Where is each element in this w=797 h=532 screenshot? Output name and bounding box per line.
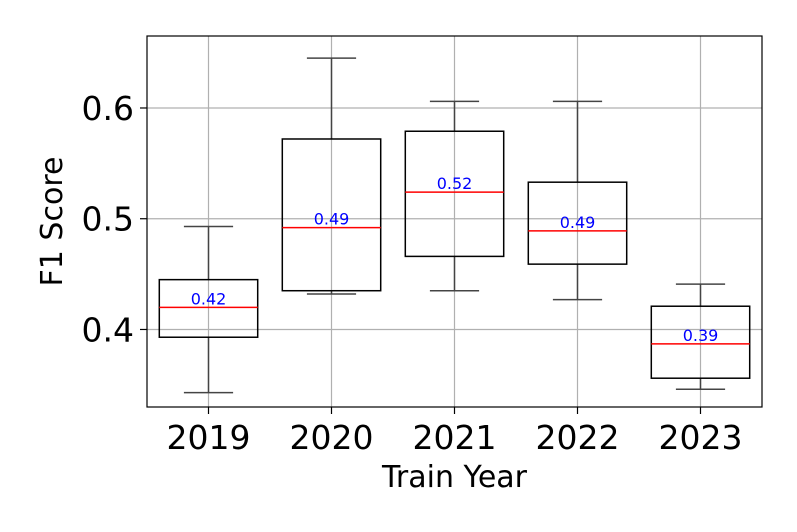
x-tick-label: 2019: [167, 418, 251, 457]
iqr-box: [281, 138, 382, 292]
median-value-label: 0.52: [437, 174, 473, 193]
tick-layer: 2019 2020 2021 2022 2023 0.4 0.5 0.6: [82, 89, 743, 457]
x-tick-label: 2021: [413, 418, 497, 457]
box-2019: 0.42: [158, 225, 259, 394]
box-layer: 0.42 0.49 0.52 0.49 0.39: [158, 57, 751, 394]
box-2023: 0.39: [650, 283, 751, 391]
box-2022: 0.49: [527, 100, 628, 301]
y-tick-label: 0.6: [82, 89, 134, 128]
y-axis-label: F1 Score: [35, 157, 70, 287]
x-axis-label: Train Year: [381, 460, 528, 495]
iqr-box: [158, 278, 259, 338]
median-value-label: 0.39: [683, 326, 719, 345]
box-2020: 0.49: [281, 57, 382, 295]
x-tick-label: 2023: [659, 418, 743, 457]
median-value-label: 0.49: [314, 210, 350, 229]
y-tick-label: 0.5: [82, 200, 134, 239]
iqr-box: [404, 130, 505, 258]
median-value-label: 0.49: [560, 213, 596, 232]
y-tick-label: 0.4: [82, 310, 134, 349]
x-tick-label: 2022: [536, 418, 620, 457]
box-2021: 0.52: [404, 100, 505, 292]
median-value-label: 0.42: [191, 289, 227, 308]
grid-layer: [147, 36, 762, 407]
x-tick-label: 2020: [290, 418, 374, 457]
iqr-box: [527, 181, 628, 265]
iqr-box: [650, 305, 751, 379]
